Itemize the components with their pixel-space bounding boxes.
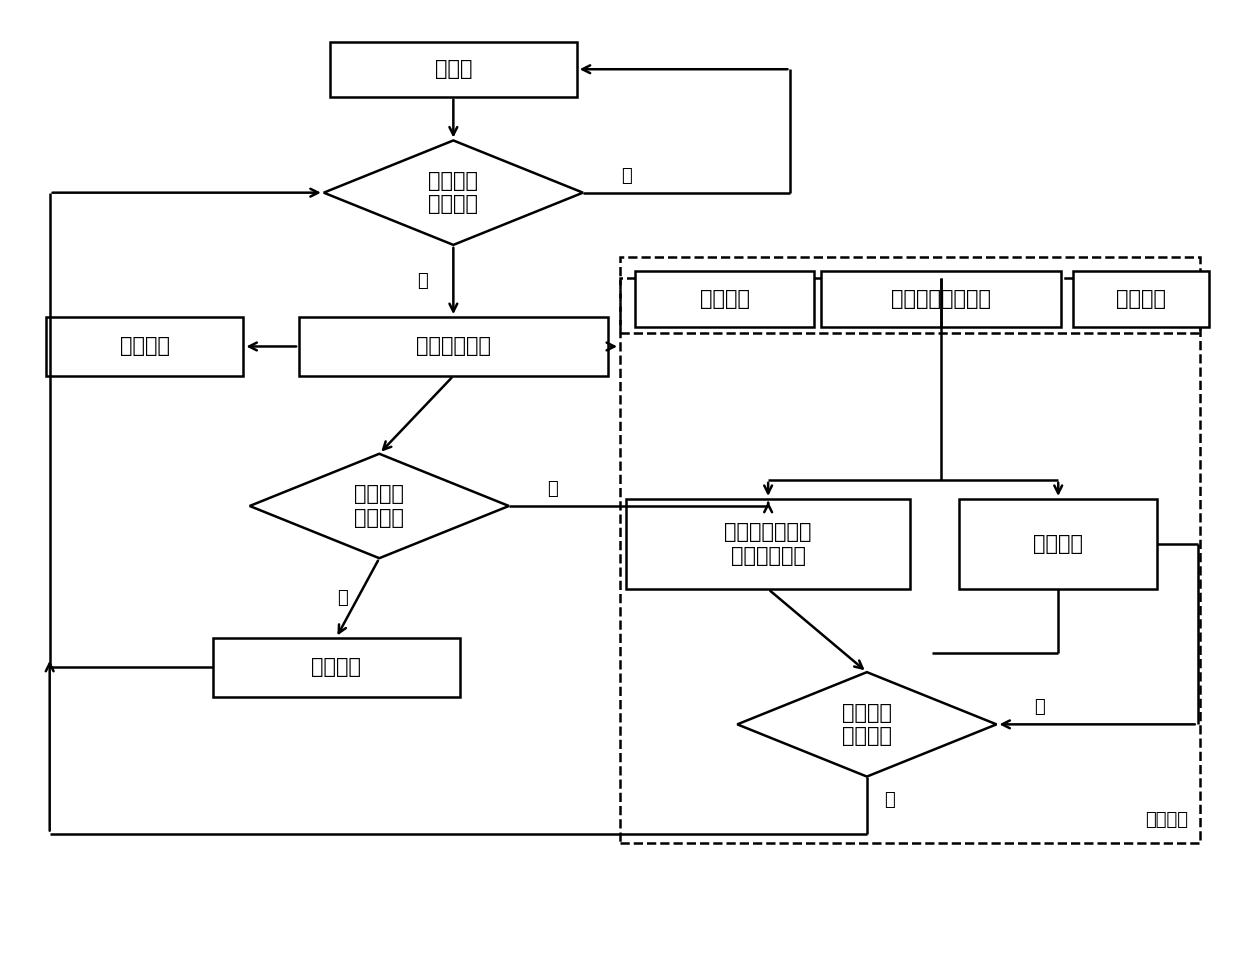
Bar	[1073, 270, 1209, 328]
Text: 轮询时间
是否到达: 轮询时间 是否到达	[428, 171, 479, 214]
Bar	[620, 257, 1200, 333]
Bar	[620, 278, 1200, 843]
Text: 是: 是	[547, 480, 558, 498]
Text: 警告状态
是否消除: 警告状态 是否消除	[842, 703, 892, 746]
Bar	[821, 270, 1061, 328]
Text: 数据上传: 数据上传	[311, 657, 361, 677]
Text: 开关位置变化事件: 开关位置变化事件	[892, 289, 991, 309]
Text: 否: 否	[621, 166, 631, 184]
Text: 否: 否	[1034, 698, 1045, 716]
Text: 监测数据采集: 监测数据采集	[415, 336, 491, 356]
Text: 是否处于
异常状态: 是否处于 异常状态	[355, 484, 404, 527]
Text: 否: 否	[337, 589, 347, 607]
Text: 开门事件: 开门事件	[699, 289, 750, 309]
Bar	[960, 499, 1157, 589]
Text: 异常事件: 异常事件	[1116, 289, 1166, 309]
Text: 是: 是	[417, 272, 428, 290]
Bar	[46, 317, 243, 376]
Polygon shape	[738, 672, 997, 776]
Bar	[299, 317, 608, 376]
Bar	[626, 499, 910, 589]
Bar	[212, 638, 460, 697]
Bar	[635, 270, 815, 328]
Text: 上传预警代码、
监测数据信息: 上传预警代码、 监测数据信息	[724, 522, 812, 565]
Bar	[330, 42, 577, 96]
Text: 召测指令: 召测指令	[120, 336, 170, 356]
Text: 初始化: 初始化	[434, 59, 472, 79]
Text: 报警指示: 报警指示	[1033, 534, 1084, 554]
Text: 预警机制: 预警机制	[1145, 811, 1188, 829]
Text: 是: 是	[884, 792, 894, 809]
Polygon shape	[249, 454, 508, 559]
Polygon shape	[324, 140, 583, 244]
